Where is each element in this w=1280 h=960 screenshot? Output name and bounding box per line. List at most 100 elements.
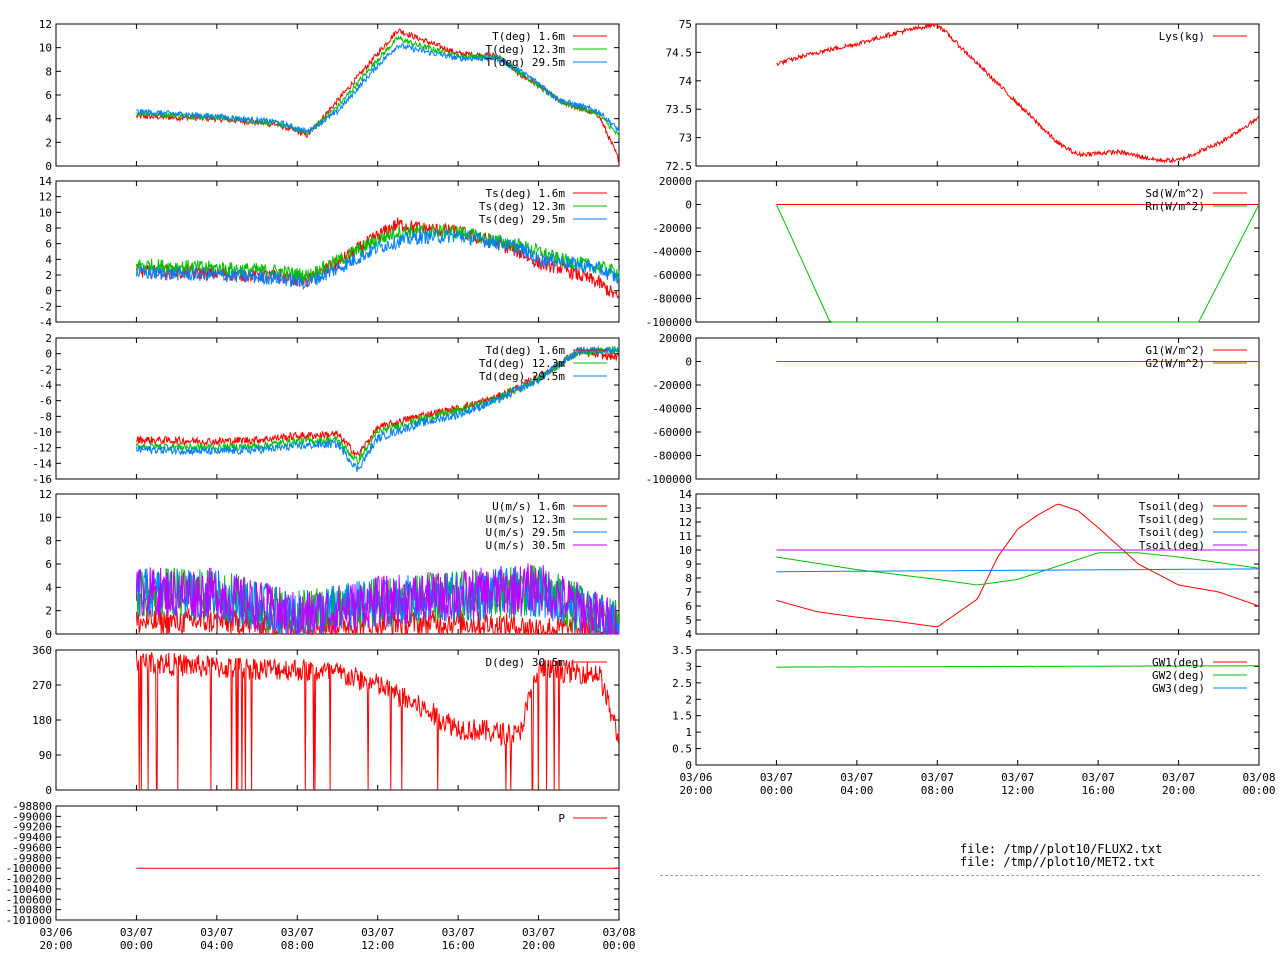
ytick-label: -60000 bbox=[652, 269, 692, 282]
xtick-label: 00:00 bbox=[760, 784, 793, 797]
series-line-tsoil-2 bbox=[776, 568, 1259, 573]
xtick-label: 20:00 bbox=[1162, 784, 1195, 797]
xtick-label: 20:00 bbox=[679, 784, 712, 797]
ytick-label: 12 bbox=[679, 516, 692, 529]
ytick-label: -2 bbox=[39, 300, 52, 313]
ytick-label: -100800 bbox=[6, 904, 52, 917]
legend-label: Ts(deg) 29.5m bbox=[479, 213, 565, 226]
xtick-label: 04:00 bbox=[200, 939, 233, 952]
ytick-label: -20000 bbox=[652, 222, 692, 235]
ytick-label: 8 bbox=[685, 572, 692, 585]
ytick-label: 2 bbox=[45, 605, 52, 618]
ytick-label: 0 bbox=[45, 348, 52, 361]
xtick-label: 00:00 bbox=[1242, 784, 1275, 797]
legend-label: T(deg) 1.6m bbox=[492, 30, 565, 43]
xtick-label: 03/08 bbox=[602, 926, 635, 939]
series-line-td-1 bbox=[135, 345, 620, 468]
ytick-label: 4 bbox=[45, 253, 52, 266]
series-line-tsoil-0 bbox=[776, 503, 1260, 628]
ytick-label: 1.5 bbox=[672, 710, 692, 723]
ytick-label: -100000 bbox=[6, 862, 52, 875]
ytick-label: 0 bbox=[685, 199, 692, 212]
ytick-label: 6 bbox=[685, 600, 692, 613]
ytick-label: -16 bbox=[32, 473, 52, 486]
ytick-label: 8 bbox=[45, 222, 52, 235]
ytick-label: 270 bbox=[32, 679, 52, 692]
ytick-label: 10 bbox=[39, 42, 52, 55]
ytick-label: 12 bbox=[39, 191, 52, 204]
xtick-label: 12:00 bbox=[1001, 784, 1034, 797]
ytick-label: 10 bbox=[39, 511, 52, 524]
ytick-label: 360 bbox=[32, 644, 52, 657]
ytick-label: 74.5 bbox=[666, 46, 693, 59]
ytick-label: 14 bbox=[39, 175, 53, 188]
ytick-label: 4 bbox=[685, 628, 692, 641]
legend-label: G1(W/m^2) bbox=[1145, 344, 1205, 357]
legend-label: U(m/s) 12.3m bbox=[486, 513, 566, 526]
legend-label: GW3(deg) bbox=[1152, 682, 1205, 695]
xtick-label: 20:00 bbox=[522, 939, 555, 952]
ytick-label: 3 bbox=[685, 660, 692, 673]
legend-label: D(deg) 30.5m bbox=[486, 656, 566, 669]
ytick-label: 1 bbox=[685, 726, 692, 739]
xtick-label: 08:00 bbox=[281, 939, 314, 952]
xtick-label: 03/07 bbox=[120, 926, 153, 939]
legend-label: T(deg) 12.3m bbox=[486, 43, 566, 56]
ytick-label: 5 bbox=[685, 614, 692, 627]
ytick-label: -99600 bbox=[12, 841, 52, 854]
xtick-label: 03/08 bbox=[1242, 771, 1275, 784]
ytick-label: 72.5 bbox=[666, 160, 693, 173]
xtick-label: 00:00 bbox=[602, 939, 635, 952]
ytick-label: 73 bbox=[679, 132, 692, 145]
legend-label: Ts(deg) 12.3m bbox=[479, 200, 565, 213]
xtick-label: 03/07 bbox=[361, 926, 394, 939]
ytick-label: -60000 bbox=[652, 426, 692, 439]
ytick-label: -99200 bbox=[12, 821, 52, 834]
legend-label: T(deg) 29.5m bbox=[486, 56, 566, 69]
ytick-label: 20000 bbox=[659, 175, 692, 188]
ytick-label: -4 bbox=[39, 316, 53, 329]
divider-line bbox=[660, 875, 1260, 876]
series-line-rad-1 bbox=[775, 204, 1260, 323]
ytick-label: 4 bbox=[45, 113, 52, 126]
ytick-label: 0 bbox=[45, 160, 52, 173]
ytick-label: 0 bbox=[685, 356, 692, 369]
series-line-ts-2 bbox=[135, 228, 620, 291]
legend-label: U(m/s) 30.5m bbox=[486, 539, 566, 552]
ytick-label: 6 bbox=[45, 238, 52, 251]
ytick-label: -8 bbox=[39, 410, 52, 423]
ytick-label: 11 bbox=[679, 530, 692, 543]
ytick-label: -6 bbox=[39, 395, 52, 408]
series-line-gw-1 bbox=[776, 665, 1260, 668]
ytick-label: -100600 bbox=[6, 893, 52, 906]
ytick-label: 0.5 bbox=[672, 743, 692, 756]
ytick-label: 7 bbox=[685, 586, 692, 599]
xtick-label: 03/07 bbox=[281, 926, 314, 939]
ytick-label: -14 bbox=[32, 457, 52, 470]
ytick-label: -98800 bbox=[12, 800, 52, 813]
ytick-label: 4 bbox=[45, 581, 52, 594]
panel-frame-ts bbox=[55, 180, 620, 323]
legend-label: Td(deg) 29.5m bbox=[479, 370, 565, 383]
legend-label: U(m/s) 1.6m bbox=[492, 500, 565, 513]
ytick-label: 2 bbox=[45, 269, 52, 282]
ytick-label: 2 bbox=[685, 693, 692, 706]
legend-label: Tsoil(deg) bbox=[1139, 539, 1205, 552]
xtick-label: 03/07 bbox=[1001, 771, 1034, 784]
legend-label: Tsoil(deg) bbox=[1139, 526, 1205, 539]
legend-label: Td(deg) 1.6m bbox=[486, 344, 566, 357]
xtick-label: 03/07 bbox=[1162, 771, 1195, 784]
xtick-label: 04:00 bbox=[840, 784, 873, 797]
ytick-label: -99400 bbox=[12, 831, 52, 844]
ytick-label: 180 bbox=[32, 714, 52, 727]
ytick-label: -40000 bbox=[652, 403, 692, 416]
xtick-label: 03/07 bbox=[760, 771, 793, 784]
series-line-lys-0 bbox=[776, 23, 1260, 164]
xtick-label: 03/07 bbox=[442, 926, 475, 939]
legend-label: P bbox=[558, 812, 565, 825]
ytick-label: 12 bbox=[39, 488, 52, 501]
ytick-label: -12 bbox=[32, 442, 52, 455]
xtick-label: 03/06 bbox=[679, 771, 712, 784]
legend-label: Td(deg) 12.3m bbox=[479, 357, 565, 370]
